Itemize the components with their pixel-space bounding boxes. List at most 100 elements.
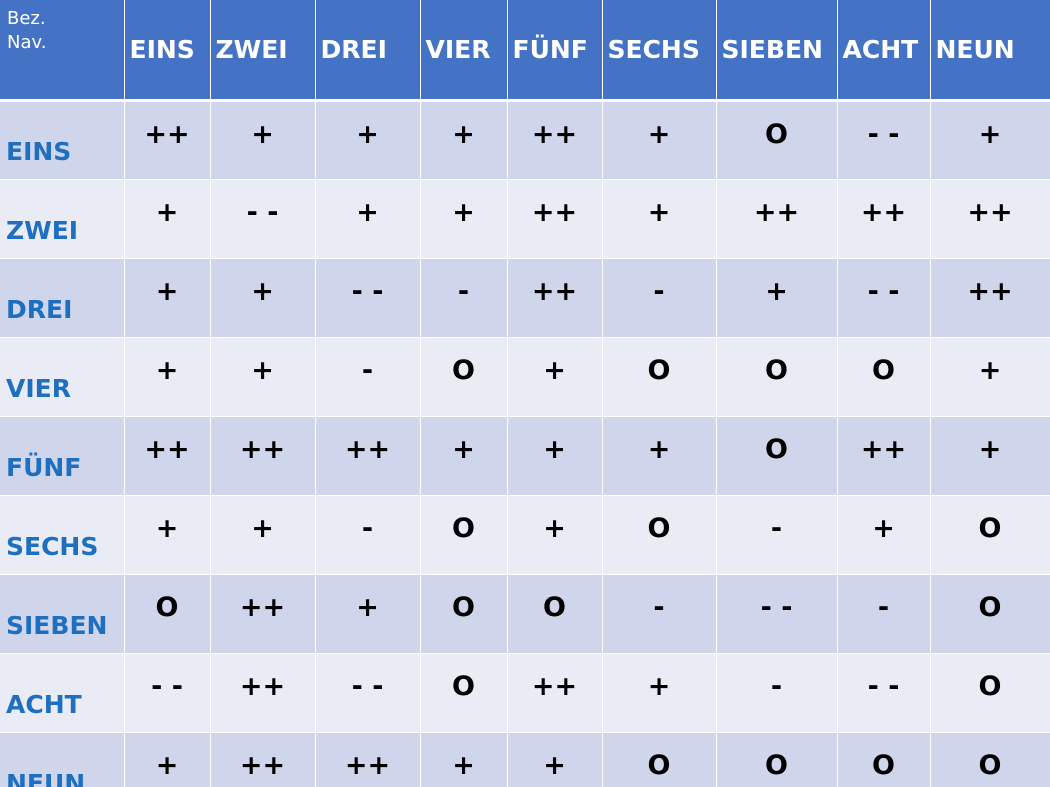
- rating-cell: O: [716, 337, 838, 417]
- rating-cell: -: [315, 337, 421, 417]
- rating-cell: O: [930, 732, 1050, 787]
- rating-cell: O: [420, 574, 508, 654]
- header-row: Bez. Nav. EINS ZWEI DREI VIER FÜNF SECHS…: [0, 0, 1050, 102]
- rating-cell: +: [507, 337, 603, 417]
- rating-cell: +: [602, 416, 717, 496]
- rating-cell: O: [716, 100, 838, 180]
- rating-cell: +: [420, 732, 508, 787]
- rating-cell: O: [420, 337, 508, 417]
- rating-cell: +: [210, 100, 316, 180]
- table-row: ZWEI + - - + + ++ + ++ ++ ++: [0, 179, 1050, 259]
- rating-cell: O: [930, 653, 1050, 733]
- matrix-body: EINS ++ + + + ++ + O - - + ZWEI + - - + + ++ + ++ ++ ++ DREI…: [0, 100, 1050, 787]
- rating-cell: ++: [315, 732, 421, 787]
- table-row: DREI + + - - - ++ - + - - ++: [0, 258, 1050, 338]
- rating-cell: O: [930, 574, 1050, 654]
- table-row: EINS ++ + + + ++ + O - - +: [0, 100, 1050, 180]
- column-header: ZWEI: [210, 0, 316, 102]
- rating-cell: - -: [837, 100, 931, 180]
- rating-cell: O: [124, 574, 211, 654]
- row-header: VIER: [0, 337, 125, 417]
- rating-cell: ++: [210, 574, 316, 654]
- rating-cell: O: [716, 416, 838, 496]
- column-header: FÜNF: [507, 0, 603, 102]
- rating-cell: O: [602, 495, 717, 575]
- corner-label-top: Bez.: [7, 8, 46, 29]
- rating-cell: +: [930, 337, 1050, 417]
- rating-cell: +: [420, 100, 508, 180]
- row-header: EINS: [0, 100, 125, 180]
- table-row: SECHS + + - O + O - + O: [0, 495, 1050, 575]
- table-row: FÜNF ++ ++ ++ + + + O ++ +: [0, 416, 1050, 496]
- rating-cell: +: [315, 574, 421, 654]
- rating-cell: ++: [507, 100, 603, 180]
- rating-cell: O: [837, 732, 931, 787]
- rating-cell: - -: [210, 179, 316, 259]
- rating-cell: +: [210, 258, 316, 338]
- rating-cell: +: [210, 495, 316, 575]
- rating-cell: +: [124, 337, 211, 417]
- rating-cell: +: [315, 179, 421, 259]
- rating-cell: - -: [837, 258, 931, 338]
- rating-cell: +: [837, 495, 931, 575]
- rating-cell: -: [716, 653, 838, 733]
- rating-cell: +: [420, 179, 508, 259]
- table-row: ACHT - - ++ - - O ++ + - - -O: [0, 653, 1050, 733]
- rating-cell: O: [602, 732, 717, 787]
- rating-cell: O: [716, 732, 838, 787]
- rating-cell: +: [507, 732, 603, 787]
- rating-cell: -: [420, 258, 508, 338]
- rating-cell: -: [716, 495, 838, 575]
- column-header: VIER: [420, 0, 508, 102]
- column-header: SIEBEN: [716, 0, 838, 102]
- row-header: SECHS: [0, 495, 125, 575]
- rating-cell: O: [420, 653, 508, 733]
- rating-cell: +: [124, 179, 211, 259]
- rating-cell: ++: [507, 653, 603, 733]
- rating-cell: +: [602, 653, 717, 733]
- rating-cell: +: [602, 100, 717, 180]
- rating-cell: - -: [837, 653, 931, 733]
- column-header: NEUN: [930, 0, 1050, 102]
- column-header: SECHS: [602, 0, 717, 102]
- column-header: EINS: [124, 0, 211, 102]
- rating-cell: O: [602, 337, 717, 417]
- corner-cell: Bez. Nav.: [0, 0, 125, 102]
- rating-cell: O: [507, 574, 603, 654]
- rating-cell: -: [315, 495, 421, 575]
- rating-cell: O: [930, 495, 1050, 575]
- rating-cell: - -: [315, 653, 421, 733]
- rating-cell: +: [507, 416, 603, 496]
- rating-cell: +: [602, 179, 717, 259]
- rating-cell: ++: [210, 416, 316, 496]
- row-header: NEUN: [0, 732, 125, 787]
- rating-cell: +: [210, 337, 316, 417]
- rating-cell: +: [716, 258, 838, 338]
- rating-cell: - -: [716, 574, 838, 654]
- rating-cell: ++: [507, 258, 603, 338]
- rating-cell: +: [930, 416, 1050, 496]
- rating-cell: ++: [210, 653, 316, 733]
- rating-cell: +: [420, 416, 508, 496]
- rating-cell: +: [507, 495, 603, 575]
- rating-cell: -: [837, 574, 931, 654]
- rating-cell: ++: [124, 100, 211, 180]
- rating-cell: ++: [837, 179, 931, 259]
- rating-cell: -: [602, 574, 717, 654]
- rating-cell: ++: [315, 416, 421, 496]
- row-header: FÜNF: [0, 416, 125, 496]
- rating-cell: O: [420, 495, 508, 575]
- rating-cell: +: [930, 100, 1050, 180]
- table-row: NEUN + ++ ++ + + O O O O: [0, 732, 1050, 787]
- rating-cell: +: [315, 100, 421, 180]
- rating-cell: - -: [124, 653, 211, 733]
- rating-cell: ++: [507, 179, 603, 259]
- rating-cell: ++: [716, 179, 838, 259]
- rating-cell: +: [124, 495, 211, 575]
- rating-cell: ++: [837, 416, 931, 496]
- row-header: DREI: [0, 258, 125, 338]
- rating-cell: O: [837, 337, 931, 417]
- table-row: SIEBEN O ++ + O O - - --O: [0, 574, 1050, 654]
- column-header: DREI: [315, 0, 421, 102]
- rating-cell: ++: [930, 258, 1050, 338]
